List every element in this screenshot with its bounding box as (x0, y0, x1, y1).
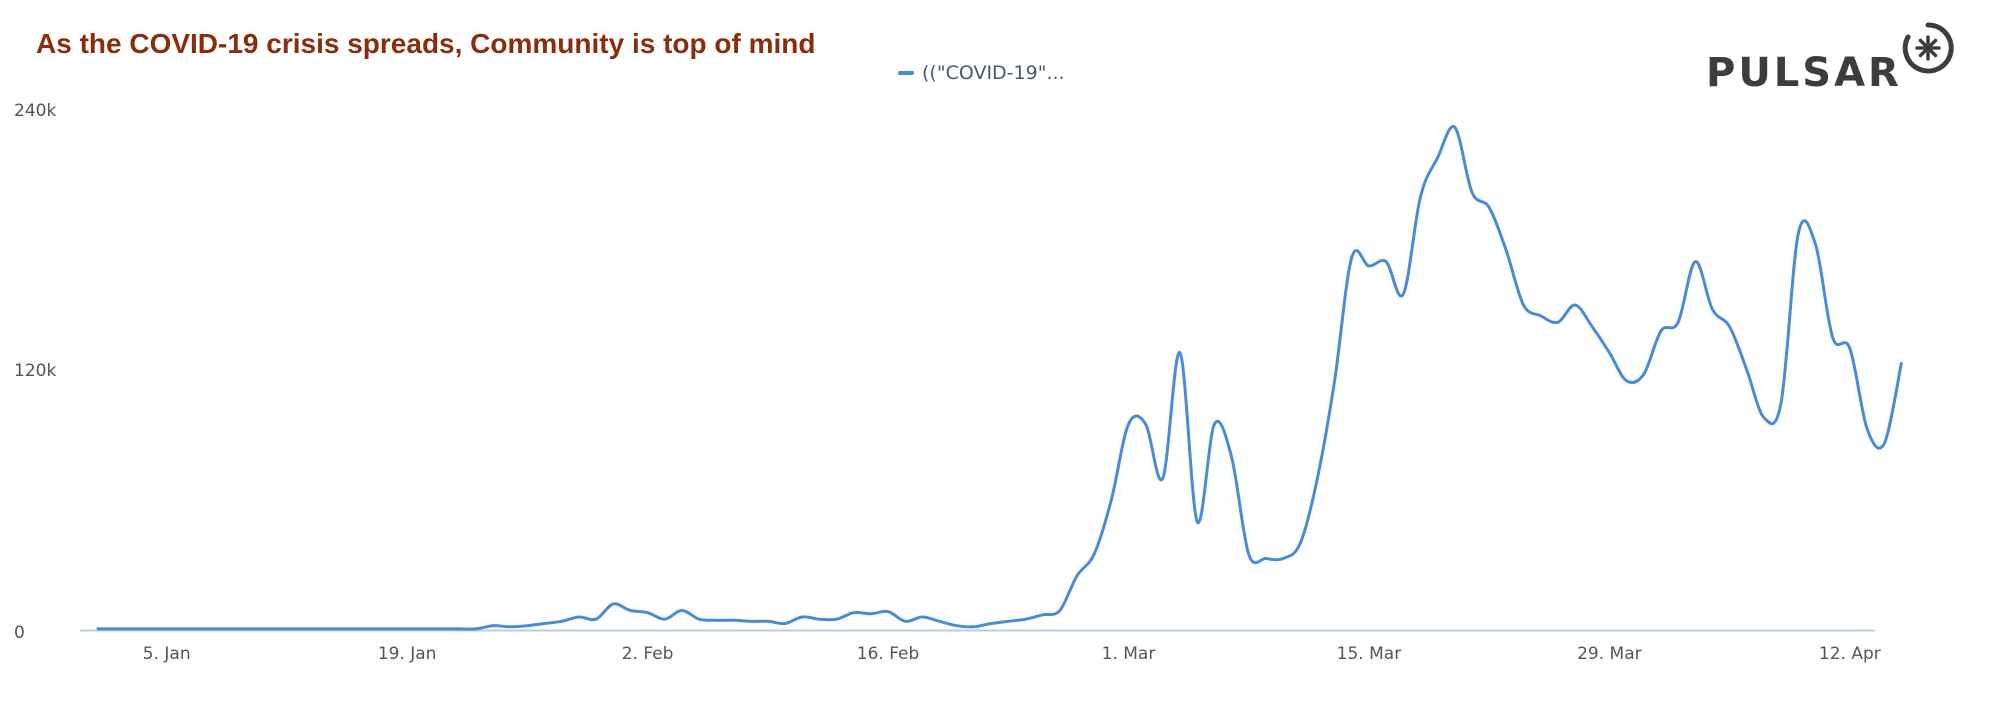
y-tick-label: 120k (14, 361, 56, 381)
x-axis: 5. Jan 19. Jan 2. Feb 16. Feb 1. Mar 15. Mar 2… (80, 629, 1881, 664)
series-layer (96, 124, 1903, 631)
legend[interactable]: (("COVID-19"... (898, 62, 1065, 84)
logo-text: PULSAR (1706, 50, 1902, 96)
x-tick-label: 19. Jan (378, 644, 437, 664)
x-tick-label: 2. Feb (622, 644, 674, 664)
x-tick-label: 29. Mar (1577, 644, 1642, 664)
series-line[interactable] (96, 124, 1903, 631)
legend-swatch (898, 71, 914, 75)
x-tick-label: 5. Jan (143, 644, 191, 664)
x-tick-label: 12. Apr (1819, 644, 1881, 664)
y-tick-label: 0 (14, 623, 25, 643)
y-tick-label: 240k (14, 101, 56, 121)
y-axis: 0 120k 240k (14, 101, 56, 643)
legend-label: (("COVID-19"... (922, 62, 1065, 84)
x-tick-label: 1. Mar (1102, 644, 1156, 664)
pulsar-logo: PULSAR (1706, 22, 1954, 96)
pulsar-star-icon (1902, 22, 1954, 74)
chart-title: As the COVID-19 crisis spreads, Communit… (36, 28, 816, 59)
x-tick-label: 16. Feb (857, 644, 920, 664)
x-tick-label: 15. Mar (1337, 644, 1402, 664)
